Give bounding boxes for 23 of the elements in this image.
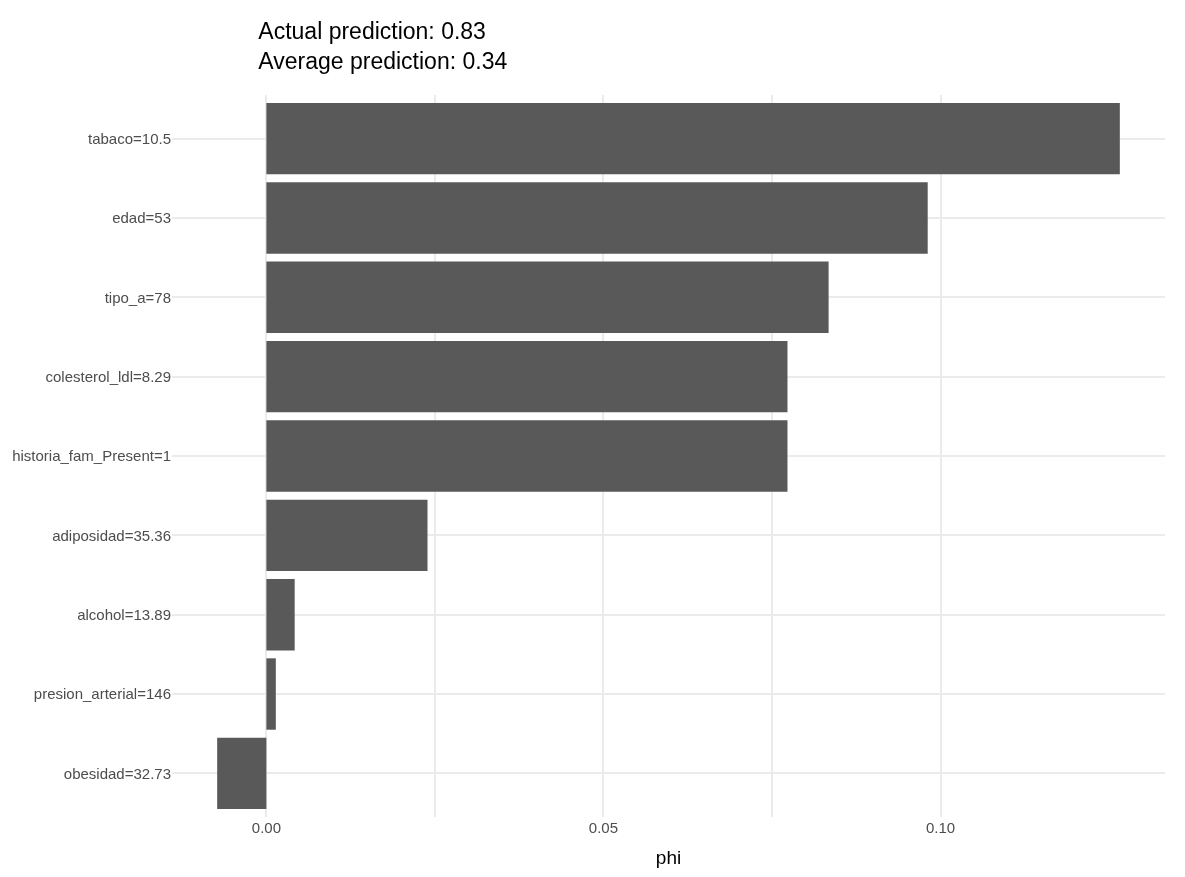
bar — [266, 102, 1120, 175]
x-tick-label: 0.00 — [251, 819, 281, 836]
y-tick-label: colesterol_ldl=8.29 — [45, 367, 171, 385]
y-tick-label: presion_arterial=146 — [33, 685, 171, 703]
bar — [266, 340, 788, 413]
y-tick-label: tipo_a=78 — [104, 288, 171, 306]
y-tick-label: tabaco=10.5 — [88, 129, 171, 147]
bar — [266, 261, 829, 334]
bar — [266, 658, 276, 730]
y-tick-label: obesidad=32.73 — [63, 764, 171, 782]
x-tick-label: 0.10 — [925, 819, 956, 836]
x-tick-label: 0.05 — [588, 819, 619, 836]
chart-title: Actual prediction: 0.83 Average prediction: 0.34 — [258, 18, 508, 75]
y-tick-label: adiposidad=35.36 — [52, 526, 171, 544]
y-tick-label: historia_fam_Present=1 — [12, 447, 171, 465]
y-tick-label: edad=53 — [112, 209, 171, 227]
bar — [266, 182, 928, 254]
x-axis-title: phi — [655, 846, 682, 868]
y-tick-label: alcohol=13.89 — [77, 605, 171, 623]
bar — [266, 578, 295, 651]
bar — [266, 420, 788, 492]
bar — [217, 737, 267, 810]
bar — [266, 499, 428, 572]
